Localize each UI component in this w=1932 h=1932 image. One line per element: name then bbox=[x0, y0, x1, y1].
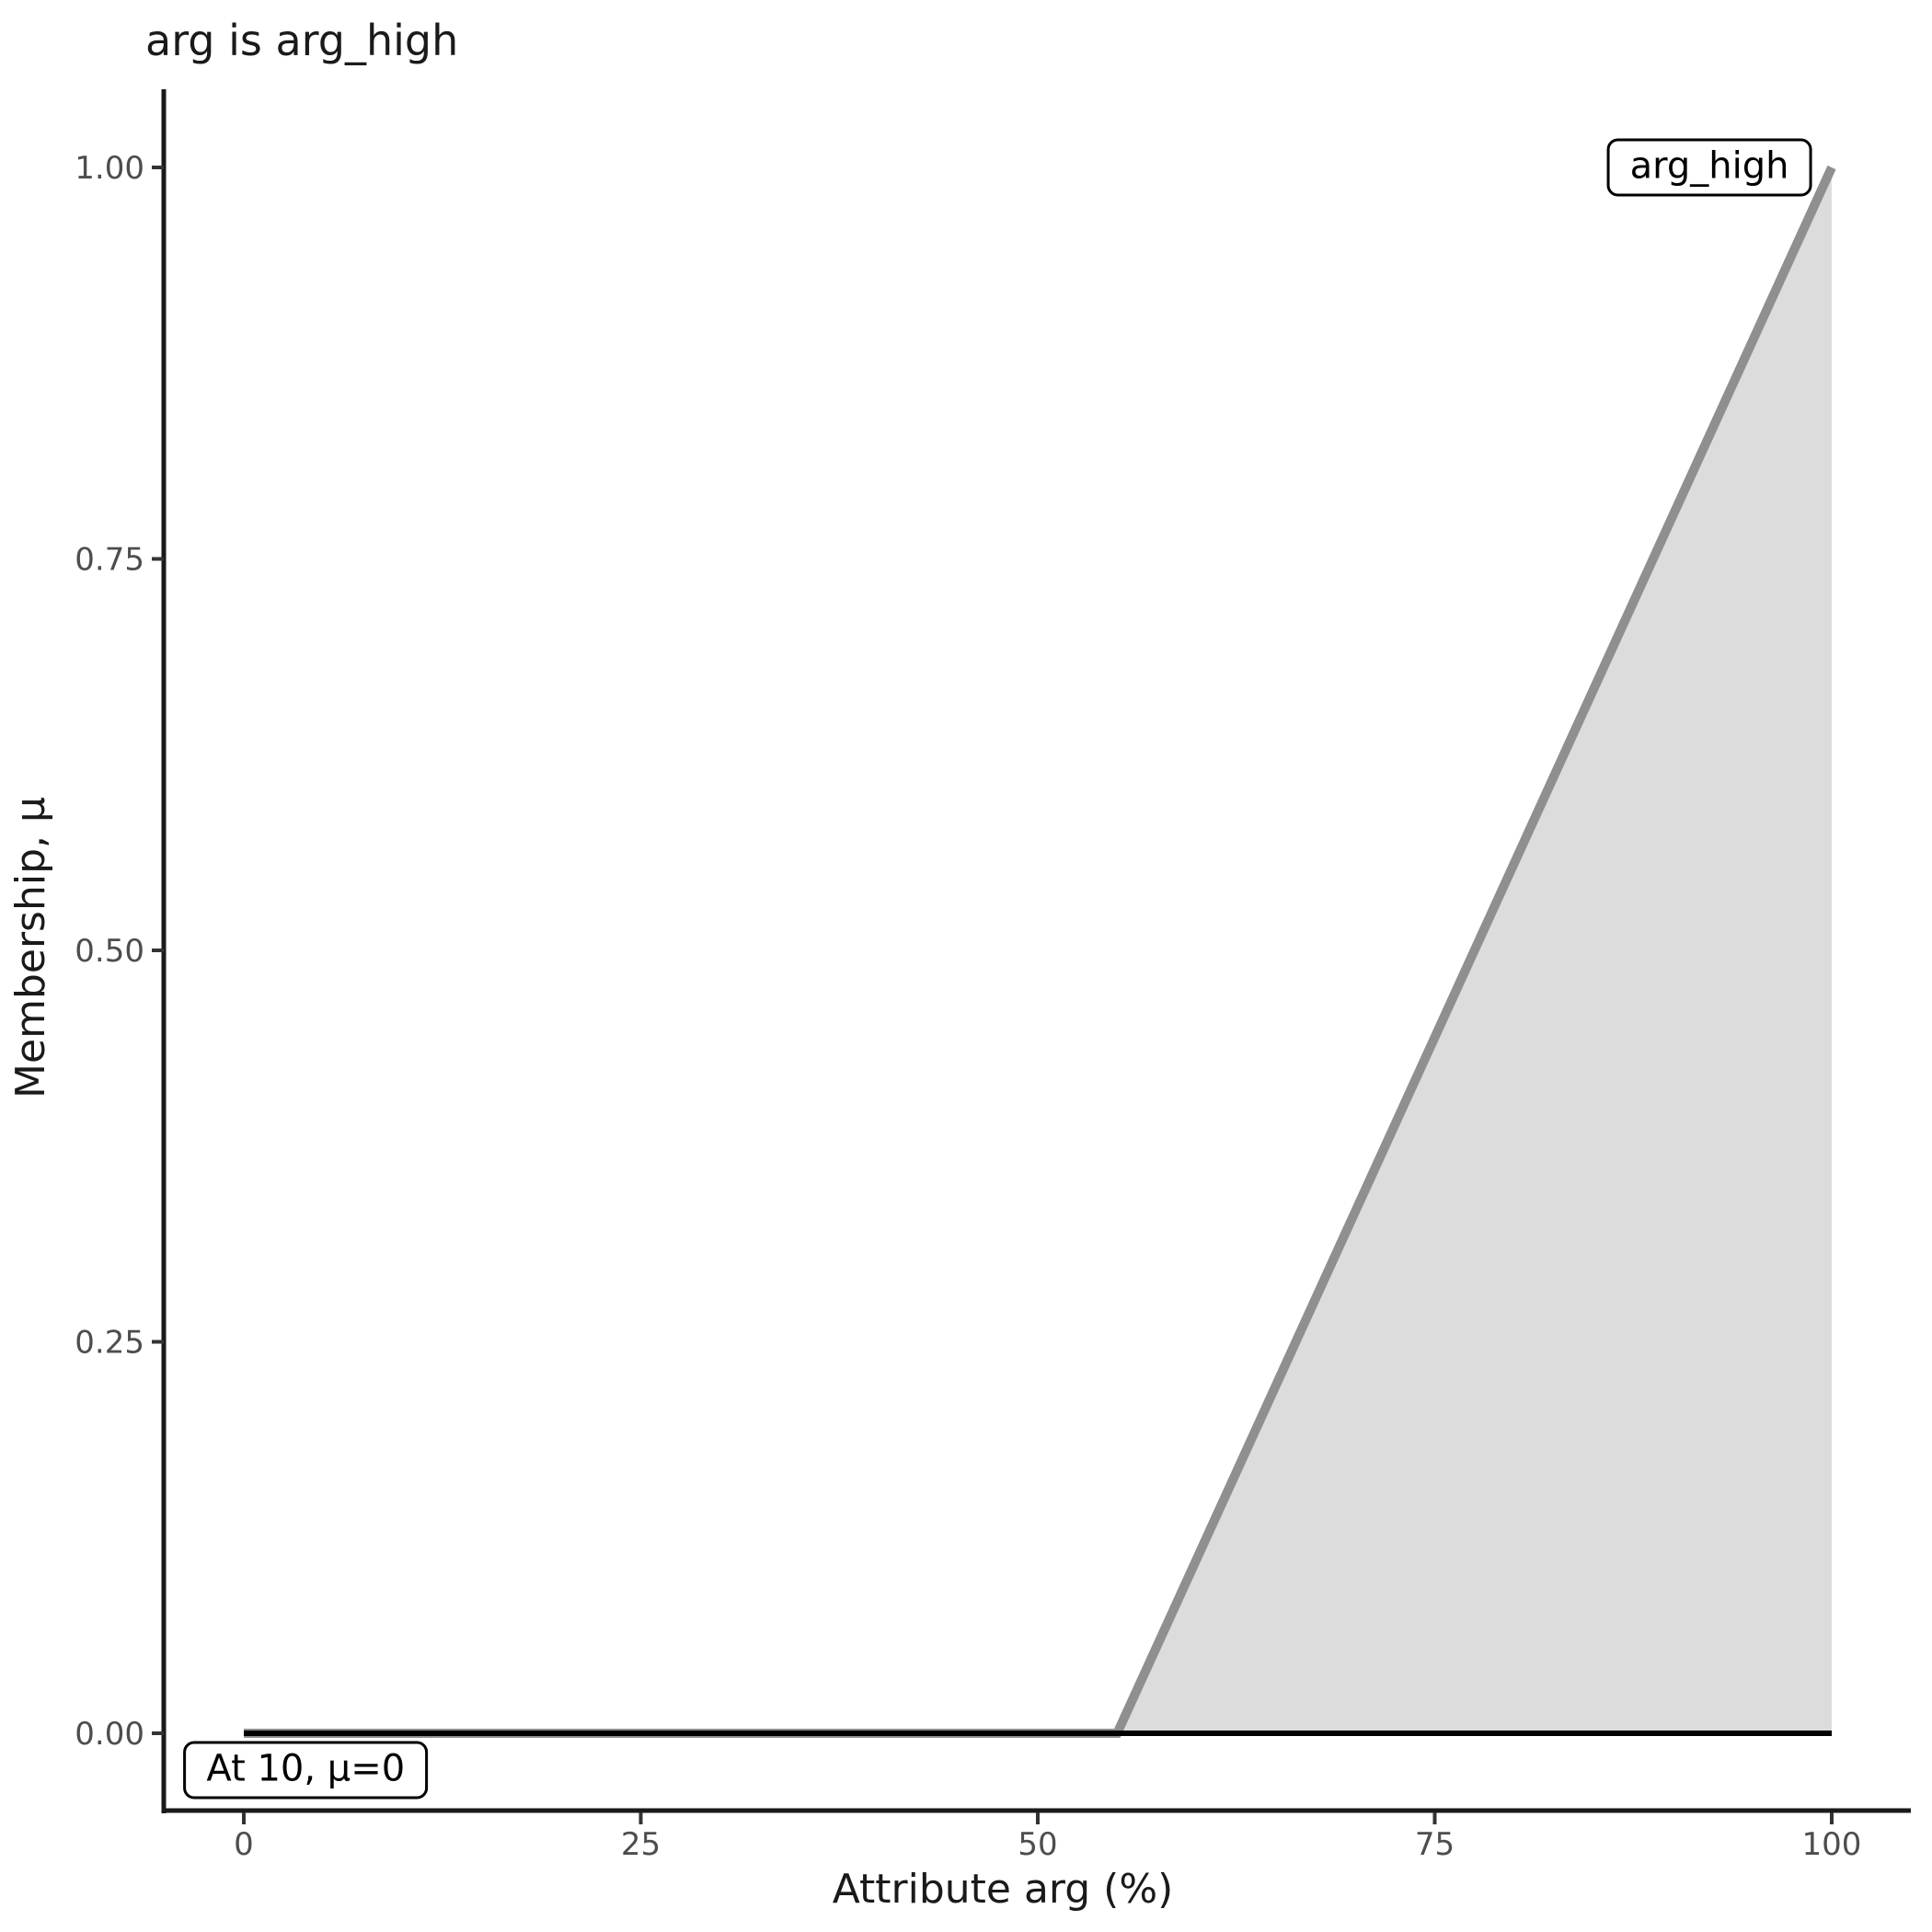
y-tick-label: 0.50 bbox=[75, 933, 144, 970]
y-axis-ticks: 0.00 0.25 0.50 0.75 1.00 bbox=[75, 150, 164, 1753]
plot-title: arg is arg_high bbox=[145, 16, 458, 65]
x-tick-label: 25 bbox=[621, 1826, 661, 1863]
y-tick-label: 0.00 bbox=[75, 1716, 144, 1753]
membership-area-fill bbox=[244, 167, 1832, 1733]
x-axis-ticks: 0 25 50 75 100 bbox=[234, 1812, 1861, 1863]
label-arg-high: arg_high bbox=[1606, 138, 1812, 197]
x-tick-label: 50 bbox=[1018, 1826, 1057, 1863]
label-at-value: At 10, μ=0 bbox=[183, 1741, 429, 1800]
x-tick-label: 100 bbox=[1802, 1826, 1862, 1863]
y-tick-label: 0.75 bbox=[75, 542, 144, 579]
y-tick-label: 0.25 bbox=[75, 1325, 144, 1362]
y-axis-title: Membership, μ bbox=[7, 797, 54, 1098]
x-axis-title: Attribute arg (%) bbox=[833, 1866, 1174, 1913]
x-tick-label: 0 bbox=[234, 1826, 254, 1863]
y-tick-label: 1.00 bbox=[75, 150, 144, 187]
x-tick-label: 75 bbox=[1415, 1826, 1455, 1863]
